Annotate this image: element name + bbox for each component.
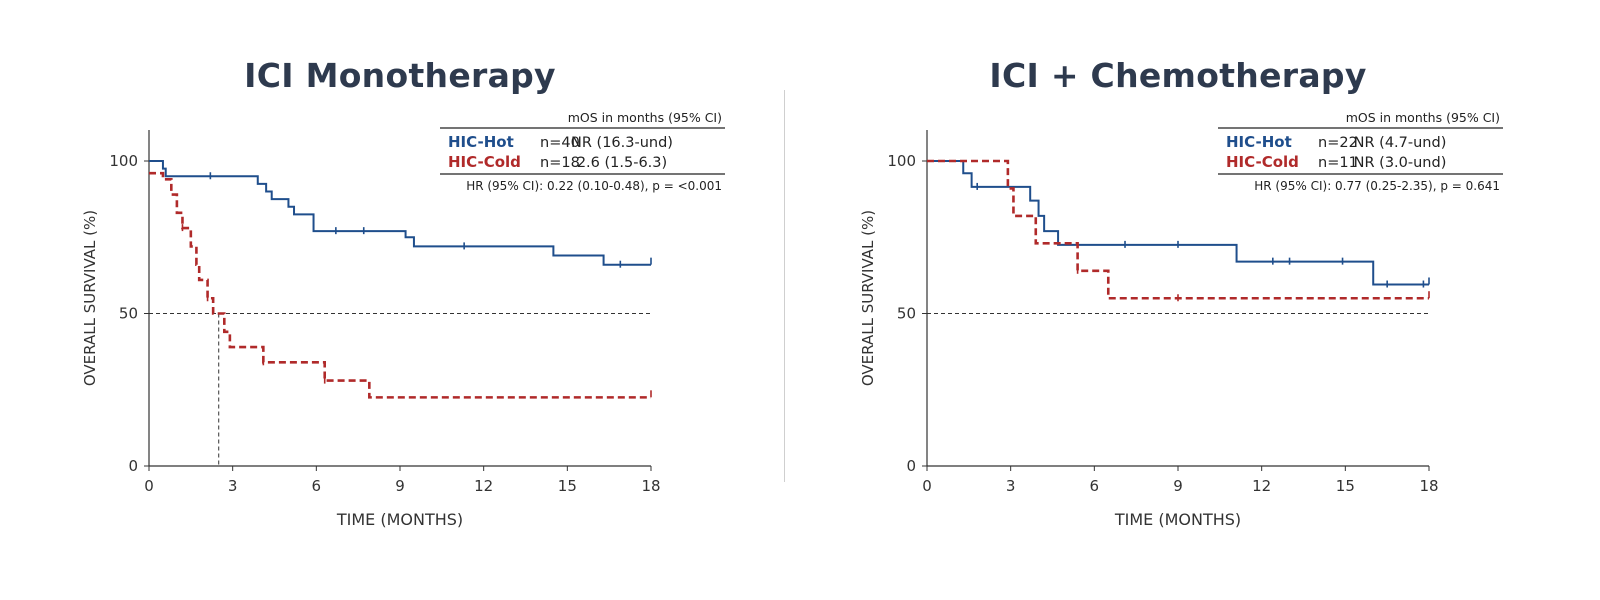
x-axis-label: TIME (MONTHS) — [336, 510, 463, 529]
table-mos-value: NR (4.7-und) — [1354, 135, 1447, 151]
x-tick-label: 3 — [1006, 477, 1016, 495]
panel-divider — [784, 90, 785, 482]
x-tick-label: 15 — [558, 477, 577, 495]
km-curve-hic-cold — [149, 171, 651, 399]
x-tick-label: 18 — [641, 477, 660, 495]
y-axis-label: OVERALL SURVIVAL (%) — [81, 210, 99, 386]
x-tick-label: 12 — [474, 477, 493, 495]
table-group-label: HIC-Hot — [1226, 133, 1292, 151]
y-tick-label: 100 — [887, 152, 916, 170]
table-header: mOS in months (95% CI) — [568, 110, 722, 125]
y-tick-label: 0 — [906, 457, 916, 475]
y-tick-label: 0 — [128, 457, 138, 475]
y-tick-label: 50 — [897, 305, 916, 323]
chart-title: ICI Monotherapy — [244, 56, 556, 95]
table-mos-value: NR (3.0-und) — [1354, 155, 1447, 171]
y-tick-label: 50 — [119, 305, 138, 323]
y-axis-label: OVERALL SURVIVAL (%) — [859, 210, 877, 386]
x-tick-label: 12 — [1252, 477, 1271, 495]
km-curve-hic-hot — [149, 160, 651, 266]
x-tick-label: 15 — [1336, 477, 1355, 495]
table-n-value: n=40 — [540, 135, 580, 151]
x-tick-label: 18 — [1419, 477, 1438, 495]
x-tick-label: 3 — [228, 477, 238, 495]
km-curve-hic-cold — [927, 159, 1429, 300]
x-tick-label: 9 — [1173, 477, 1183, 495]
km-plot-chemotherapy: 0 3 6 9 12 15 18 0 50 100 TIME (MONTHS) OVERALL SUR… — [859, 110, 1503, 529]
x-tick-label: 6 — [1090, 477, 1100, 495]
table-n-value: n=22 — [1318, 135, 1358, 151]
table-header: mOS in months (95% CI) — [1346, 110, 1500, 125]
chart-panel-chemotherapy: ICI + Chemotherapy 0 3 6 9 12 15 18 0 50 100 TIME … — [778, 0, 1578, 600]
km-curve-hic-hot — [927, 160, 1429, 286]
x-tick-label: 9 — [395, 477, 405, 495]
y-tick-label: 100 — [109, 152, 138, 170]
x-tick-label: 0 — [144, 477, 154, 495]
chart-title: ICI + Chemotherapy — [989, 56, 1367, 95]
table-group-label: HIC-Hot — [448, 133, 514, 151]
table-hr-text: HR (95% CI): 0.77 (0.25-2.35), p = 0.641 — [1254, 179, 1500, 193]
table-group-label: HIC-Cold — [448, 153, 521, 171]
table-mos-value: NR (16.3-und) — [571, 135, 673, 151]
x-tick-label: 0 — [922, 477, 932, 495]
table-n-value: n=11 — [1318, 155, 1358, 171]
km-plot-monotherapy: 0 3 6 9 12 15 18 0 50 100 TIME (MONTHS) OVERALL SUR… — [81, 110, 725, 529]
table-group-label: HIC-Cold — [1226, 153, 1299, 171]
table-n-value: n=18 — [540, 155, 580, 171]
table-hr-text: HR (95% CI): 0.22 (0.10-0.48), p = <0.00… — [466, 179, 722, 193]
chart-panel-monotherapy: ICI Monotherapy 0 3 6 9 12 15 18 0 50 100 TIME (MO… — [81, 56, 725, 529]
table-mos-value: 2.6 (1.5-6.3) — [577, 155, 667, 171]
x-axis-label: TIME (MONTHS) — [1114, 510, 1241, 529]
x-tick-label: 6 — [312, 477, 322, 495]
